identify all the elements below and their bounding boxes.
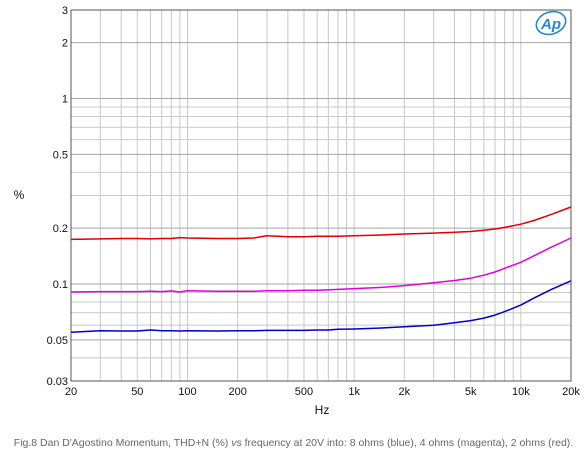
ap-logo-text: Ap [540, 16, 561, 33]
x-tick-label: 200 [228, 386, 246, 398]
series-line-3 [70, 206, 572, 241]
y-tick-label: 1 [62, 94, 68, 106]
series-line-1 [70, 280, 572, 333]
x-tick-label: 20k [562, 386, 580, 398]
y-tick-label: 0.1 [53, 279, 68, 291]
x-tick-label: 20 [65, 386, 77, 398]
grid-major [71, 42, 571, 341]
y-tick-labels: 0.03 0.05 0.1 0.2 0.5 1 2 3 [47, 5, 68, 388]
y-tick-label: 0.05 [47, 335, 68, 347]
x-tick-label: 5k [465, 386, 477, 398]
grid-minor [71, 10, 571, 381]
y-tick-label: 2 [62, 38, 68, 50]
y-axis-label: % [14, 188, 25, 202]
x-tick-labels: 20 50 100 200 500 1k 2k 5k 10k 20k [65, 386, 580, 398]
caption-text-end: frequency at 20V into: 8 ohms (blue), 4 … [241, 437, 574, 449]
x-tick-label: 10k [512, 386, 530, 398]
y-tick-label: 3 [62, 5, 68, 17]
x-tick-label: 1k [348, 386, 360, 398]
ap-logo: Ap [535, 10, 567, 36]
caption-vs: vs [231, 437, 242, 449]
figure-caption: Fig.8 Dan D'Agostino Momentum, THD+N (%)… [0, 437, 587, 449]
x-tick-label: 100 [178, 386, 196, 398]
x-tick-label: 50 [131, 386, 143, 398]
y-tick-label: 0.03 [47, 376, 68, 388]
series-line-2 [70, 237, 572, 293]
x-tick-label: 500 [295, 386, 313, 398]
y-tick-label: 0.2 [53, 223, 68, 235]
y-tick-label: 0.5 [53, 149, 68, 161]
caption-text: Fig.8 Dan D'Agostino Momentum, THD+N (%) [13, 437, 232, 449]
x-axis-label: Hz [315, 403, 330, 417]
plot-frame [70, 9, 572, 382]
x-tick-label: 2k [399, 386, 411, 398]
series-layer [70, 206, 572, 333]
